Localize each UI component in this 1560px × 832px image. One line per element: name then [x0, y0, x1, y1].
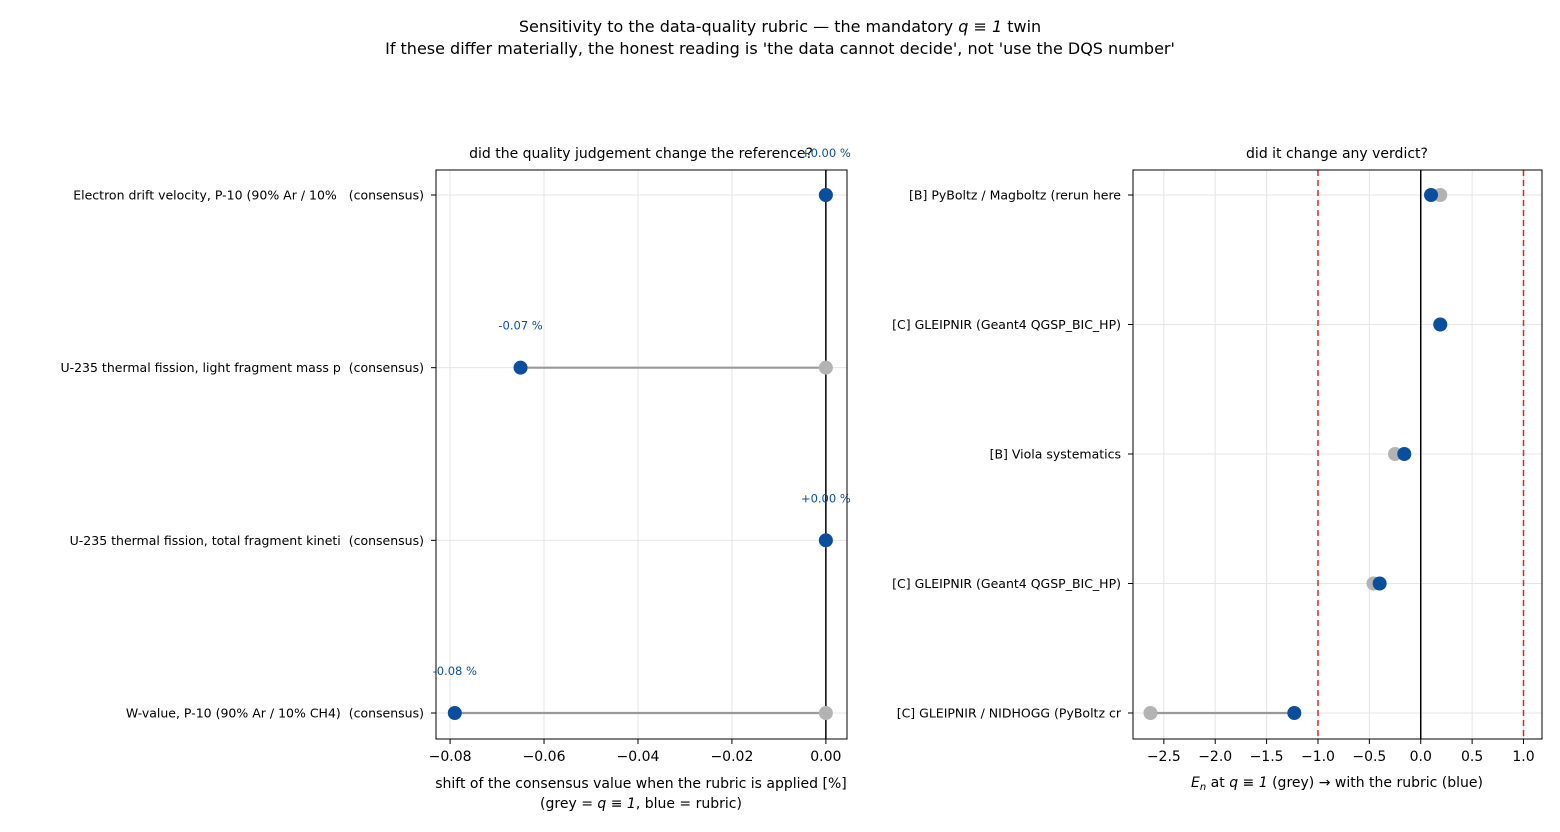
left-shift-annotation: +0.00 %	[801, 146, 851, 160]
left-xtick-label: −0.06	[523, 749, 566, 765]
left-point-q1	[818, 706, 833, 720]
right-point-rubric	[1372, 576, 1387, 591]
left-category-label: U-235 thermal fission, light fragment ma…	[60, 360, 424, 375]
right-point-rubric	[1424, 188, 1439, 202]
right-category-label: [B] Viola systematics	[990, 447, 1121, 462]
left-point-rubric	[818, 533, 833, 548]
right-xtick-label: −0.5	[1352, 749, 1386, 765]
left-shift-annotation: -0.08 %	[433, 664, 477, 678]
right-point-rubric	[1287, 706, 1302, 720]
right-point-rubric	[1397, 447, 1412, 461]
left-category-label: U-235 thermal fission, total fragment ki…	[70, 533, 424, 548]
right-data-marks	[1143, 170, 1525, 739]
left-panel-title: did the quality judgement change the ref…	[469, 146, 813, 162]
left-point-rubric	[513, 360, 528, 375]
right-xtick-label: 0.0	[1410, 749, 1432, 765]
left-point-q1	[818, 360, 833, 375]
left-x-axis-ticks: −0.08 −0.06 −0.04 −0.02 0.00	[429, 739, 841, 765]
right-xtick-label: −1.5	[1250, 749, 1284, 765]
right-y-axis-labels: [B] PyBoltz / Magboltz (rerun here [C] GL…	[892, 188, 1133, 721]
right-point-rubric	[1433, 317, 1448, 332]
left-shift-annotation: +0.00 %	[801, 491, 851, 505]
left-y-axis-labels: Electron drift velocity, P-10 (90% Ar / …	[60, 188, 436, 721]
right-xtick-label: −2.5	[1147, 749, 1181, 765]
right-point-q1	[1143, 706, 1158, 720]
right-xtick-label: −2.0	[1198, 749, 1232, 765]
left-xtick-label: −0.08	[429, 749, 472, 765]
right-panel-title: did it change any verdict?	[1246, 146, 1428, 162]
left-x-axis-label-line2: (grey = q ≡ 1, blue = rubric)	[540, 796, 742, 812]
left-category-label: Electron drift velocity, P-10 (90% Ar / …	[73, 188, 424, 203]
right-plot-frame	[1132, 169, 1543, 740]
right-xtick-label: −1.0	[1301, 749, 1335, 765]
right-xtick-label: 1.0	[1512, 749, 1534, 765]
right-xtick-label: 0.5	[1461, 749, 1483, 765]
figure-title-line1: Sensitivity to the data-quality rubric —…	[519, 17, 1041, 36]
left-plot-area	[436, 170, 847, 739]
left-shift-annotation: -0.07 %	[498, 319, 542, 333]
right-x-axis-ticks: −2.5 −2.0 −1.5 −1.0 −0.5 0.0 0.5 1.0	[1147, 739, 1535, 765]
left-xtick-label: 0.00	[810, 749, 841, 765]
figure-title-line2: If these differ materially, the honest r…	[385, 39, 1175, 58]
left-category-label: W-value, P-10 (90% Ar / 10% CH4) (consen…	[126, 706, 424, 721]
left-x-axis-label-line1: shift of the consensus value when the ru…	[435, 776, 847, 792]
right-category-label: [C] GLEIPNIR / NIDHOGG (PyBoltz cr	[897, 706, 1122, 721]
right-x-axis-label: En at q ≡ 1 (grey) → with the rubric (bl…	[1191, 775, 1483, 793]
left-point-rubric	[447, 706, 462, 720]
left-data-marks: +0.00 % -0.07 % +0.00 % -0.08 %	[433, 146, 851, 739]
right-category-label: [C] GLEIPNIR (Geant4 QGSP_BIC_HP)	[892, 317, 1121, 332]
right-category-label: [C] GLEIPNIR (Geant4 QGSP_BIC_HP)	[892, 576, 1121, 591]
left-xtick-label: −0.02	[710, 749, 753, 765]
left-point-rubric	[818, 188, 833, 202]
right-panel: did it change any verdict? −2.5 −2.0 −1.5−…	[892, 146, 1543, 793]
left-plot-frame	[435, 169, 848, 740]
left-xtick-label: −0.04	[617, 749, 660, 765]
right-category-label: [B] PyBoltz / Magboltz (rerun here	[909, 188, 1121, 203]
left-panel: did the quality judgement change the ref…	[60, 146, 850, 812]
